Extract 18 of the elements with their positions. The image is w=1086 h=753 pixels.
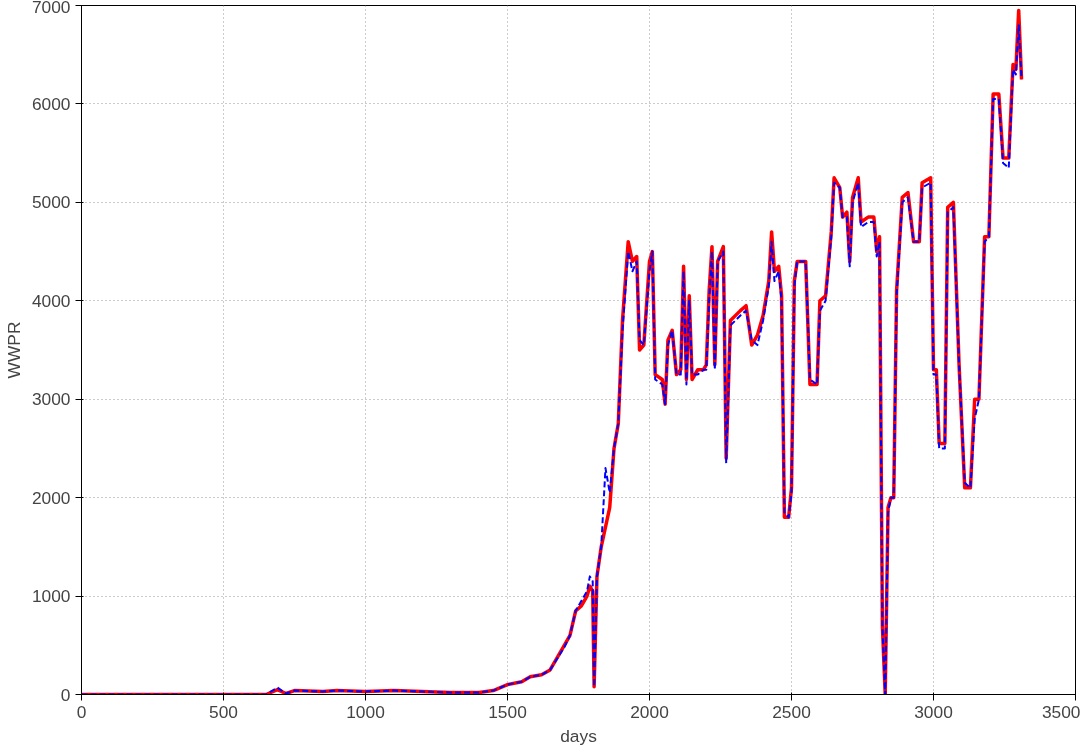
x-tick-label: 3000 <box>914 701 953 722</box>
y-tick-label: 3000 <box>31 389 71 410</box>
x-axis-title: days <box>560 725 598 746</box>
y-axis-title: WWPR <box>3 321 24 379</box>
x-tick-label: 1000 <box>346 701 385 722</box>
y-tick-label: 0 <box>60 684 71 705</box>
y-tick-label: 4000 <box>31 290 71 311</box>
y-tick-label: 2000 <box>31 487 71 508</box>
x-tick-label: 2500 <box>772 701 811 722</box>
x-tick-label: 3500 <box>1041 701 1081 722</box>
y-tick-label: 1000 <box>31 586 71 607</box>
x-tick-label: 1500 <box>488 701 527 722</box>
y-tick-label: 7000 <box>31 0 71 17</box>
x-tick-label: 2000 <box>630 701 669 722</box>
x-tick-label: 500 <box>209 701 238 722</box>
y-tick-label: 6000 <box>31 93 71 114</box>
x-tick-label: 0 <box>76 701 87 722</box>
y-tick-label: 5000 <box>31 192 71 213</box>
